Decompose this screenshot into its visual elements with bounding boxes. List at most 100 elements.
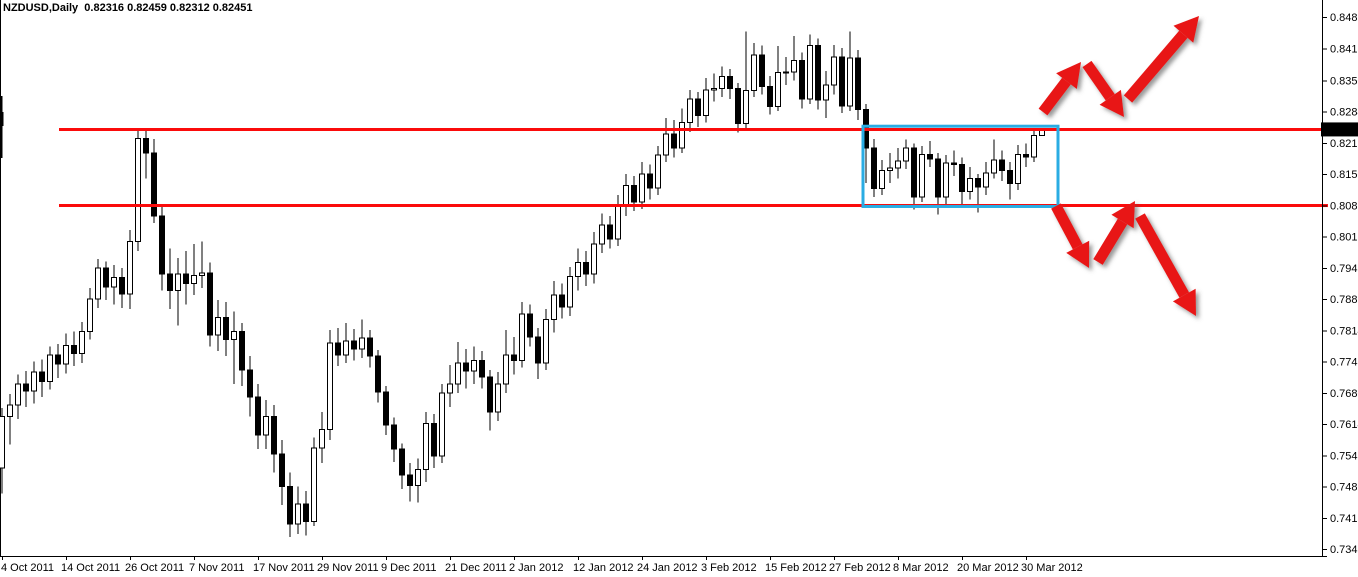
candle bbox=[399, 443, 405, 489]
candle bbox=[591, 232, 597, 284]
candle bbox=[871, 138, 877, 198]
x-axis-label: 3 Feb 2012 bbox=[701, 562, 757, 574]
candle bbox=[407, 463, 413, 502]
candle bbox=[967, 166, 973, 200]
candle bbox=[143, 129, 149, 179]
y-axis-label: 0.75460 bbox=[1330, 451, 1358, 463]
x-axis-label: 15 Feb 2012 bbox=[765, 562, 827, 574]
candle bbox=[791, 36, 797, 81]
candle bbox=[223, 302, 229, 356]
candle bbox=[119, 268, 125, 309]
y-axis-label: 0.78140 bbox=[1330, 326, 1358, 338]
candle bbox=[303, 491, 309, 536]
candle bbox=[79, 322, 85, 363]
candle bbox=[183, 250, 189, 305]
candle bbox=[847, 31, 853, 111]
x-axis-label: 7 Nov 2011 bbox=[189, 562, 244, 574]
candle bbox=[663, 117, 669, 163]
candle bbox=[919, 145, 925, 202]
candle bbox=[911, 143, 917, 210]
candle bbox=[63, 333, 69, 374]
candle bbox=[375, 350, 381, 403]
consolidation-box[interactable] bbox=[861, 124, 1060, 208]
candle bbox=[519, 302, 525, 368]
x-axis-label: 14 Oct 2011 bbox=[61, 562, 120, 574]
y-axis-label: 0.79480 bbox=[1330, 263, 1358, 275]
candle bbox=[607, 215, 613, 249]
candle bbox=[671, 120, 677, 158]
candle bbox=[455, 341, 461, 394]
candle bbox=[823, 71, 829, 118]
candle bbox=[127, 229, 133, 310]
candle bbox=[831, 45, 837, 95]
candle bbox=[47, 346, 53, 390]
y-axis-label: 0.82160 bbox=[1330, 138, 1358, 150]
y-axis-label: 0.73460 bbox=[1330, 544, 1358, 556]
candle bbox=[463, 348, 469, 389]
bear-scenario-arrow-1[interactable] bbox=[1051, 203, 1090, 268]
candle bbox=[983, 162, 989, 195]
candle bbox=[7, 394, 13, 445]
candle bbox=[735, 82, 741, 133]
y-axis-label: 0.74120 bbox=[1330, 513, 1358, 525]
candle bbox=[215, 299, 221, 352]
candle bbox=[431, 414, 437, 468]
bull-scenario-arrow-2[interactable] bbox=[1082, 60, 1124, 117]
x-axis-label: 20 Mar 2012 bbox=[957, 562, 1019, 574]
bull-scenario-arrow-3[interactable] bbox=[1123, 16, 1199, 103]
candle bbox=[287, 472, 293, 537]
candle bbox=[711, 73, 717, 102]
y-axis-label: 0.84180 bbox=[1330, 44, 1358, 56]
candle bbox=[319, 411, 325, 464]
y-axis-label: 0.78820 bbox=[1330, 294, 1358, 306]
bear-scenario-arrow-2[interactable] bbox=[1093, 201, 1135, 265]
candle bbox=[575, 248, 581, 291]
candle bbox=[543, 309, 549, 370]
candle bbox=[327, 330, 333, 440]
current-price-tag-label: 0.82451 bbox=[1324, 124, 1358, 136]
candle bbox=[55, 344, 61, 379]
x-axis-label: 30 Mar 2012 bbox=[1021, 562, 1083, 574]
candle bbox=[751, 43, 757, 97]
candle bbox=[727, 68, 733, 100]
candle bbox=[783, 57, 789, 86]
candle bbox=[15, 374, 21, 419]
candle bbox=[359, 319, 365, 359]
y-axis-label: 0.83500 bbox=[1330, 75, 1358, 87]
x-axis-label: 4 Oct 2011 bbox=[1, 562, 54, 574]
candle bbox=[559, 283, 565, 319]
bear-scenario-arrow-3[interactable] bbox=[1135, 213, 1196, 316]
x-axis-label: 29 Nov 2011 bbox=[317, 562, 379, 574]
candle bbox=[759, 45, 765, 95]
x-axis-label: 27 Feb 2012 bbox=[829, 562, 891, 574]
candle bbox=[511, 337, 517, 375]
candle bbox=[551, 281, 557, 333]
candle bbox=[623, 173, 629, 216]
candle bbox=[247, 355, 253, 417]
candle bbox=[191, 243, 197, 296]
candle bbox=[527, 304, 533, 347]
candle bbox=[487, 369, 493, 431]
candle bbox=[263, 400, 269, 450]
candle bbox=[447, 365, 453, 408]
x-axis-label: 8 Mar 2012 bbox=[893, 562, 949, 574]
candles-layer bbox=[0, 31, 1045, 537]
candle bbox=[775, 45, 781, 111]
candle bbox=[903, 139, 909, 170]
candle bbox=[367, 330, 373, 368]
candle bbox=[271, 404, 277, 473]
candle bbox=[991, 139, 997, 179]
candle bbox=[87, 288, 93, 340]
y-axis-label: 0.82840 bbox=[1330, 106, 1358, 118]
candle bbox=[895, 148, 901, 179]
candle bbox=[1015, 144, 1021, 191]
y-axis-label: 0.81500 bbox=[1330, 169, 1358, 181]
candle bbox=[999, 150, 1005, 181]
candle bbox=[39, 359, 45, 397]
y-axis-label: 0.80820 bbox=[1330, 201, 1358, 213]
bull-scenario-arrow-1[interactable] bbox=[1038, 62, 1081, 116]
candle bbox=[439, 383, 445, 464]
candle bbox=[255, 383, 261, 450]
candle bbox=[335, 327, 341, 367]
